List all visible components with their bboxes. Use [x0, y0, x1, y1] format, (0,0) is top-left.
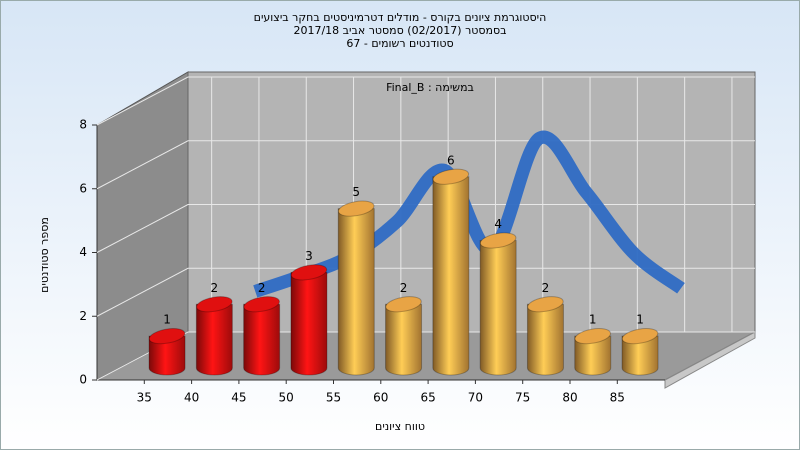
grid-line [96, 140, 755, 190]
bar-top [527, 296, 564, 313]
value-label: 2 [211, 281, 219, 295]
x-tick-label: 55 [326, 391, 341, 405]
value-label: 3 [305, 249, 313, 263]
x-axis-title: טווח ציונים [375, 420, 425, 433]
grid-line [96, 76, 755, 126]
x-tick-label: 80 [562, 391, 577, 405]
chart-subtitle: בסמסטר (02/2017) סמסטר אביב 2017/18 [293, 24, 506, 37]
bar [526, 303, 564, 376]
x-tick-label: 60 [373, 391, 388, 405]
bar-top [196, 296, 233, 313]
bar-top [621, 328, 659, 345]
x-tick-label: 40 [184, 391, 199, 405]
grid-line [96, 267, 755, 317]
x-tick-label: 50 [279, 391, 294, 405]
bar [621, 335, 659, 376]
back-wall [187, 71, 756, 333]
value-label: 2 [258, 281, 266, 295]
floor-edge [664, 331, 756, 389]
bar [432, 176, 470, 376]
bar-top [479, 232, 517, 249]
y-tick-label: 8 [79, 118, 87, 132]
bar [385, 303, 423, 376]
y-axis-title: מספר סטודנטים [38, 217, 51, 293]
bar [148, 335, 186, 376]
bar [243, 303, 281, 376]
bar [337, 208, 375, 376]
value-label: 2 [400, 281, 408, 295]
value-label: 1 [589, 313, 597, 327]
curve [253, 130, 685, 298]
bar-top [148, 328, 186, 345]
grid-line [96, 204, 755, 253]
value-label: 1 [163, 313, 171, 327]
x-tick-label: 85 [610, 391, 625, 405]
value-label: 5 [352, 185, 360, 199]
bar-top [337, 200, 375, 217]
bar [290, 271, 328, 376]
x-tick-label: 35 [137, 391, 152, 405]
bar [479, 240, 517, 376]
bar-top [432, 168, 470, 185]
bar-top [243, 296, 280, 313]
y-tick-label: 2 [79, 309, 87, 323]
value-label: 1 [636, 313, 644, 327]
y-tick-label: 4 [79, 245, 87, 259]
y-tick-label: 0 [79, 373, 87, 387]
value-label: 6 [447, 153, 455, 167]
bar [195, 303, 233, 376]
grid-line [96, 331, 755, 381]
chart-title: היסטוגרמת ציונים בקורס - מודלים דטרמיניס… [254, 11, 547, 24]
bar [574, 335, 612, 376]
y-tick-label: 6 [79, 181, 87, 195]
annotation: במשימה : Final_B [386, 81, 474, 94]
chart-subtitle: סטודנטים רשומים - 67 [346, 37, 453, 50]
x-tick-label: 75 [515, 391, 530, 405]
x-tick-label: 65 [420, 391, 435, 405]
value-label: 2 [542, 281, 550, 295]
value-label: 4 [494, 217, 502, 231]
bar-top [290, 264, 328, 281]
x-tick-label: 70 [468, 391, 483, 405]
x-tick-label: 45 [231, 391, 246, 405]
bar-top [385, 296, 422, 313]
bar-top [574, 328, 612, 345]
